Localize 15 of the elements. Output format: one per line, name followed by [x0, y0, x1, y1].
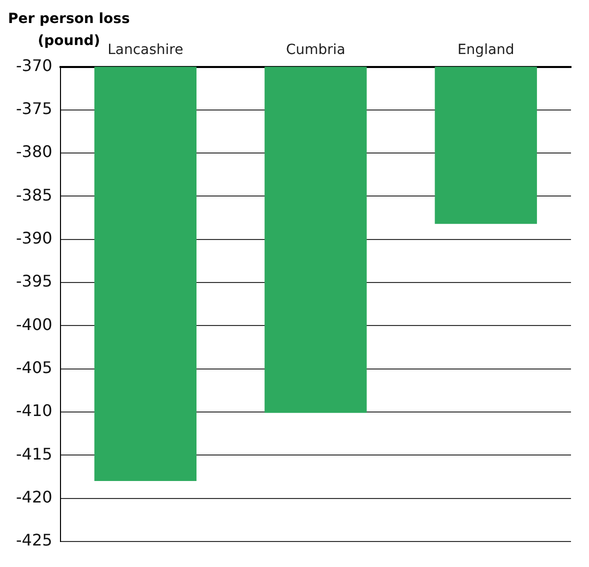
y-tick-label: -385 — [16, 185, 52, 204]
y-tick-label: -400 — [16, 314, 52, 334]
y-tick-label: -390 — [16, 228, 52, 248]
y-tick-label: -420 — [16, 487, 52, 506]
x-tick-label: Cumbria — [286, 42, 346, 58]
y-tick-label: -415 — [16, 444, 52, 464]
x-tick-label: England — [457, 42, 514, 58]
y-tick-label: -380 — [16, 142, 52, 162]
y-tick-label: -405 — [16, 358, 52, 377]
y-tick-label: -395 — [16, 272, 52, 291]
y-tick-label: -370 — [16, 56, 52, 75]
y-tick-label: -410 — [16, 401, 52, 420]
x-tick-label: Lancashire — [108, 42, 184, 58]
y-tick-label: -375 — [16, 99, 52, 118]
y-tick-label: -425 — [16, 530, 52, 550]
